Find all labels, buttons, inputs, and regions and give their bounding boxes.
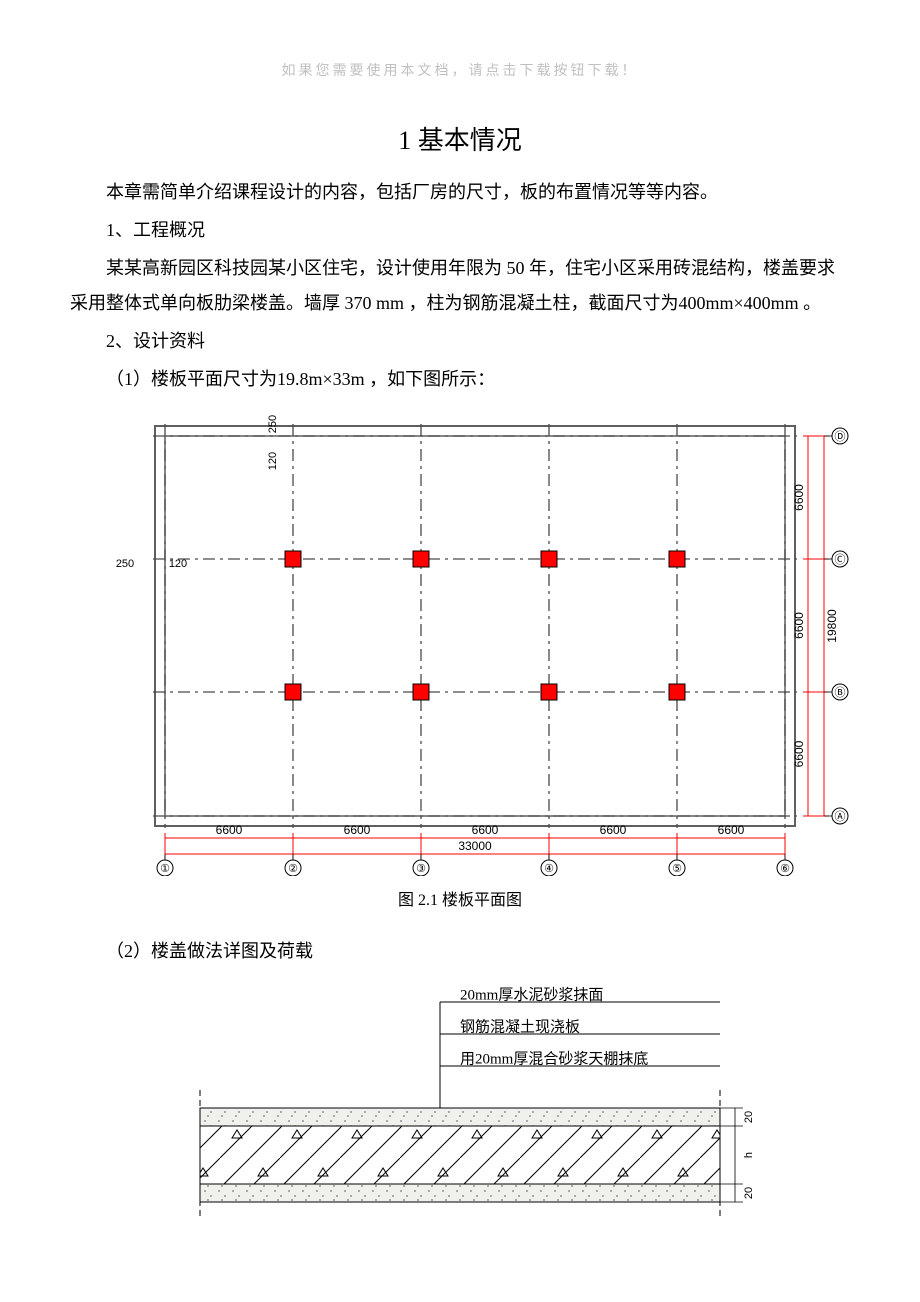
intro-paragraph: 本章需简单介绍课程设计的内容，包括厂房的尺寸，板的布置情况等等内容。: [70, 175, 850, 209]
svg-text:⑥: ⑥: [780, 863, 790, 875]
svg-text:Ⓐ: Ⓐ: [835, 810, 846, 823]
section-1-title: 1、工程概况: [70, 213, 850, 247]
svg-text:20: 20: [743, 1187, 755, 1199]
svg-text:6600: 6600: [792, 484, 806, 511]
svg-text:⑤: ⑤: [672, 863, 682, 875]
heading-1: 1 基本情况: [70, 120, 850, 157]
svg-text:6600: 6600: [600, 823, 627, 837]
svg-text:钢筋混凝土现浇板: 钢筋混凝土现浇板: [460, 1018, 580, 1036]
svg-text:用20mm厚混合砂浆天棚抹底: 用20mm厚混合砂浆天棚抹底: [460, 1050, 648, 1068]
section-1-body: 某某高新园区科技园某小区住宅，设计使用年限为 50 年，住宅小区采用砖混结构，楼…: [70, 251, 850, 319]
svg-text:Ⓑ: Ⓑ: [835, 686, 846, 699]
figure-1-caption: 图 2.1 楼板平面图: [70, 886, 850, 910]
figure-section-wrap: 20mm厚水泥砂浆抹面钢筋混凝土现浇板用20mm厚混合砂浆天棚抹底 20 h 20: [70, 978, 850, 1238]
svg-text:20: 20: [743, 1111, 755, 1123]
section-2-item-1: （1）楼板平面尺寸为19.8m×33m ，如下图所示：: [70, 362, 850, 396]
svg-text:6600: 6600: [792, 740, 806, 767]
floor-plan-diagram: 6600 6600 6600 6600 6600 33000 6600 6600 6600 198…: [70, 406, 850, 876]
svg-text:33000: 33000: [458, 839, 492, 853]
svg-text:①: ①: [160, 863, 170, 875]
svg-text:19800: 19800: [825, 609, 839, 643]
svg-text:②: ②: [288, 863, 298, 875]
svg-text:Ⓓ: Ⓓ: [835, 430, 846, 443]
svg-text:120: 120: [267, 452, 279, 470]
svg-text:6600: 6600: [472, 823, 499, 837]
section-2-item-2: （2）楼盖做法详图及荷载: [70, 934, 850, 968]
slab-section-diagram: 20mm厚水泥砂浆抹面钢筋混凝土现浇板用20mm厚混合砂浆天棚抹底 20 h 20: [160, 978, 760, 1238]
svg-text:6600: 6600: [344, 823, 371, 837]
svg-text:③: ③: [416, 863, 426, 875]
svg-text:6600: 6600: [216, 823, 243, 837]
svg-text:④: ④: [544, 863, 554, 875]
svg-text:20mm厚水泥砂浆抹面: 20mm厚水泥砂浆抹面: [460, 986, 603, 1004]
svg-text:h: h: [743, 1152, 755, 1158]
svg-text:250: 250: [267, 415, 279, 433]
figure-plan-wrap: 6600 6600 6600 6600 6600 33000 6600 6600 6600 198…: [70, 406, 850, 876]
svg-text:6600: 6600: [718, 823, 745, 837]
section-2-title: 2、设计资料: [70, 324, 850, 358]
svg-text:250: 250: [116, 558, 134, 570]
svg-text:120: 120: [169, 558, 187, 570]
watermark-text: 如果您需要使用本文档，请点击下载按钮下载！: [70, 60, 850, 80]
svg-text:Ⓒ: Ⓒ: [835, 553, 846, 566]
svg-text:6600: 6600: [792, 612, 806, 639]
